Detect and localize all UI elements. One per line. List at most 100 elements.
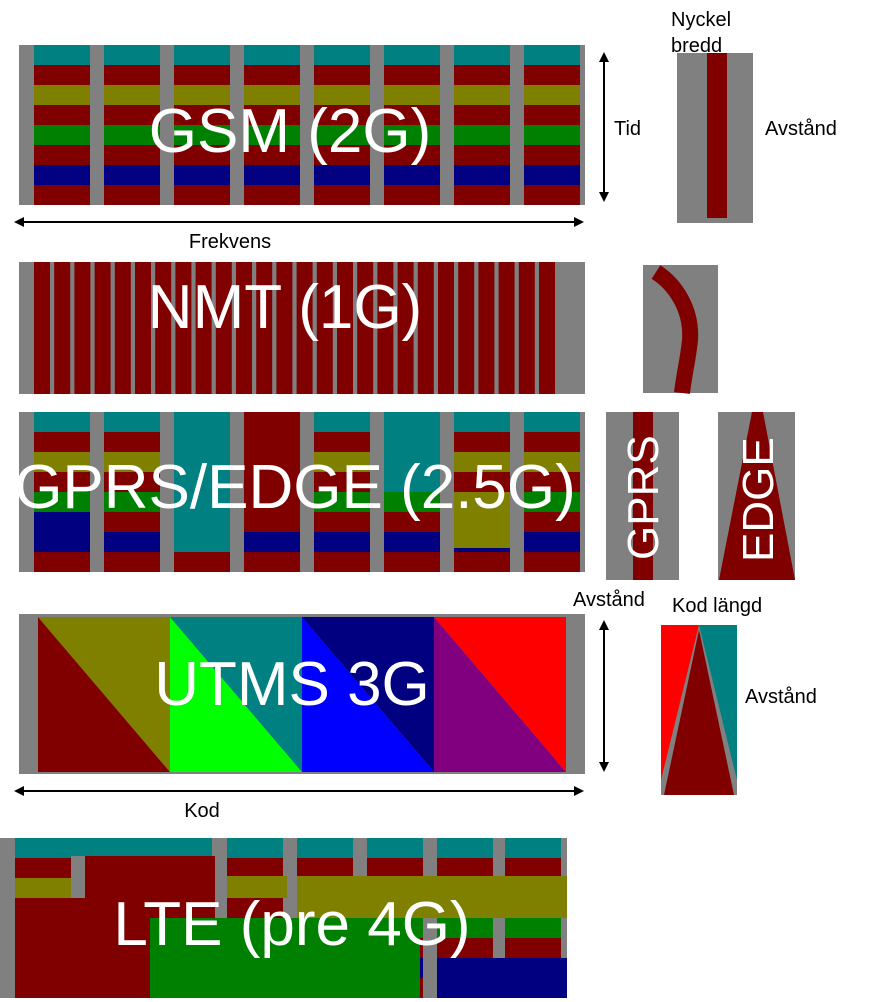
- gsm-timeslot: [174, 45, 230, 65]
- umts-code-upper: [38, 617, 170, 772]
- lte-resource-block: [15, 878, 71, 898]
- gsm-timeslot: [314, 65, 370, 85]
- gsm-timeslot: [244, 125, 300, 145]
- gsm-timeslot: [104, 165, 160, 185]
- lte-resource-block: [437, 858, 493, 878]
- nmt-channel: [74, 262, 91, 394]
- gsm-timeslot: [384, 45, 440, 65]
- gprs-timeslot: [314, 452, 370, 472]
- gprs-timeslot: [314, 552, 370, 572]
- gprs-timeslot: [454, 452, 510, 472]
- lte-allocation: [437, 958, 567, 998]
- gsm-timeslot: [174, 185, 230, 205]
- lte-resource-block: [227, 838, 283, 858]
- gprs-timeslot: [384, 512, 440, 532]
- nmt-channel: [316, 262, 333, 394]
- nmt-channel: [54, 262, 71, 394]
- gprs-edge-timeslot-grid: [34, 412, 580, 572]
- gsm-timeslot: [314, 165, 370, 185]
- nmt-channel: [438, 262, 454, 394]
- gprs-timeslot: [524, 492, 580, 512]
- gprs-timeslot: [454, 552, 510, 572]
- lte-title: LTE (pre 4G): [113, 890, 470, 959]
- gsm-timeslot: [314, 125, 370, 145]
- umts-code-grid: [38, 617, 566, 772]
- gsm-timeslot: [174, 145, 230, 165]
- gprs-timeslot: [524, 432, 580, 452]
- nmt-channel: [94, 262, 111, 394]
- lte-resource-block: [367, 838, 423, 858]
- nmt-channel: [195, 262, 212, 394]
- edge-key-illustration: EDGE: [718, 412, 795, 580]
- gprs-allocation: [34, 512, 90, 552]
- lte-allocation: [227, 876, 287, 898]
- gsm-timeslot: [454, 165, 510, 185]
- nmt-channel: [114, 262, 131, 394]
- gprs-timeslot: [34, 452, 90, 472]
- lte-allocation: [15, 898, 85, 998]
- gsm-title: GSM (2G): [149, 97, 431, 166]
- gsm-timeslot: [34, 145, 90, 165]
- gprs-timeslot: [104, 492, 160, 512]
- gprs-timeslot: [524, 532, 580, 552]
- nmt-channel: [498, 262, 515, 394]
- nmt-channel: [175, 262, 192, 394]
- lte-resource-block: [437, 918, 493, 938]
- gprs-timeslot: [314, 472, 370, 492]
- nmt-channel: [478, 262, 495, 394]
- gprs-edge-title: GPRS/EDGE (2.5G): [14, 453, 576, 522]
- gsm-timeslot: [244, 105, 300, 125]
- gprs-timeslot: [104, 552, 160, 572]
- gprs-timeslot: [34, 472, 90, 492]
- gsm-timeslot: [384, 185, 440, 205]
- gprs-timeslot: [174, 552, 230, 572]
- gsm-timeslot: [524, 85, 580, 105]
- gprs-timeslot: [314, 532, 370, 552]
- gprs-timeslot: [34, 412, 90, 432]
- nmt-channel: [377, 262, 394, 394]
- gsm-timeslot: [314, 185, 370, 205]
- gprs-timeslot: [314, 492, 370, 512]
- nmt-channel: [357, 262, 374, 394]
- gsm-timeslot: [34, 185, 90, 205]
- lte-resource-block: [437, 838, 493, 858]
- gsm-timeslot: [384, 85, 440, 105]
- lte-allocation: [15, 838, 212, 856]
- gprs-timeslot: [104, 472, 160, 492]
- gsm-block: GSM (2G): [19, 45, 585, 205]
- nmt-channel: [296, 262, 313, 394]
- gprs-timeslot: [34, 552, 90, 572]
- lte-resource-block: [227, 898, 283, 918]
- gprs-allocation: [384, 412, 440, 492]
- gprs-timeslot: [244, 532, 300, 552]
- gsm-timeslot: [104, 145, 160, 165]
- gsm-timeslot: [244, 145, 300, 165]
- gprs-timeslot: [524, 472, 580, 492]
- nmt-key-illustration: [643, 265, 718, 394]
- gprs-timeslot: [524, 552, 580, 572]
- gsm-timeslot: [384, 105, 440, 125]
- nmt-channel: [215, 262, 232, 394]
- gsm-timeslot: [34, 105, 90, 125]
- gsm-timeslot: [34, 125, 90, 145]
- umts-block: UTMS 3G: [19, 614, 585, 774]
- gprs-timeslot: [34, 492, 90, 512]
- gprs-timeslot: [244, 552, 300, 572]
- time-axis-label: Tid: [614, 118, 641, 140]
- gsm-timeslot: [104, 85, 160, 105]
- gsm-timeslot: [524, 145, 580, 165]
- edge-label: EDGE: [734, 437, 783, 562]
- nmt-channel: [236, 262, 252, 394]
- gprs-timeslot: [454, 472, 510, 492]
- gsm-timeslot: [104, 65, 160, 85]
- gsm-timeslot: [454, 45, 510, 65]
- distance-label-umts-top: Avstånd: [573, 589, 645, 611]
- gsm-timeslot: [384, 165, 440, 185]
- nmt-channel: [337, 262, 353, 394]
- gprs-timeslot: [104, 432, 160, 452]
- gsm-timeslot: [104, 45, 160, 65]
- gprs-timeslot: [314, 512, 370, 532]
- lte-resource-block: [297, 858, 353, 878]
- gprs-allocation: [174, 416, 230, 552]
- lte-resource-block: [437, 938, 493, 958]
